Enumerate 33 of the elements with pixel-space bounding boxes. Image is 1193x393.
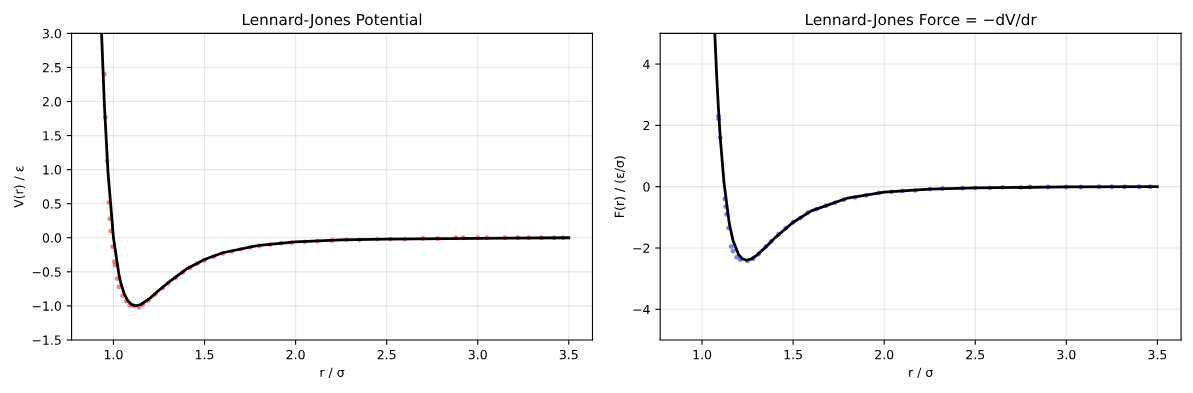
y-tick-label: 1.0 (43, 165, 62, 175)
y-tick-label: −2 (633, 243, 650, 253)
y-tick-label: 0.5 (42, 199, 61, 209)
x-tick-label: 3.0 (468, 349, 487, 360)
y-tick-label: 3.0 (42, 28, 62, 39)
y-axis-title: F(r) / (ε/σ) (614, 156, 626, 217)
x-tick-label: 2.0 (286, 349, 305, 360)
y-tick-label: −4 (633, 304, 650, 315)
x-tick-label: 3.0 (1057, 349, 1076, 360)
x-tick-label: 1.5 (784, 350, 802, 360)
y-tick-label: −0.5 (32, 267, 61, 277)
x-tick-label: 1.0 (693, 349, 712, 360)
y-tick-label: 1.5 (43, 131, 61, 141)
y-tick-label: −1.0 (32, 301, 62, 311)
x-tick-label: 3.5 (559, 349, 578, 360)
x-tick-label: 2.5 (377, 349, 396, 360)
y-tick-label: 0 (643, 182, 650, 192)
x-tick-label: 2.0 (875, 349, 894, 360)
x-axis-title: r / σ (320, 367, 345, 378)
x-tick-label: 2.5 (966, 349, 985, 360)
y-tick-label: 4 (643, 59, 650, 69)
chart-title: Lennard-Jones Force = −dV/dr (806, 13, 1037, 29)
chart-title: Lennard-Jones Potential (242, 13, 422, 29)
y-tick-label: −1.5 (32, 335, 61, 345)
y-tick-label: 2.0 (42, 97, 62, 107)
y-tick-label: 2.5 (42, 62, 61, 73)
x-tick-label: 1.5 (195, 350, 214, 360)
x-tick-label: 1.0 (104, 349, 123, 360)
x-axis-title: r / σ (909, 367, 933, 378)
y-tick-label: 0.0 (42, 233, 62, 243)
x-tick-label: 3.5 (1148, 349, 1167, 360)
y-axis-title: V(r) / ε (13, 166, 25, 208)
y-tick-label: 2 (643, 120, 650, 131)
